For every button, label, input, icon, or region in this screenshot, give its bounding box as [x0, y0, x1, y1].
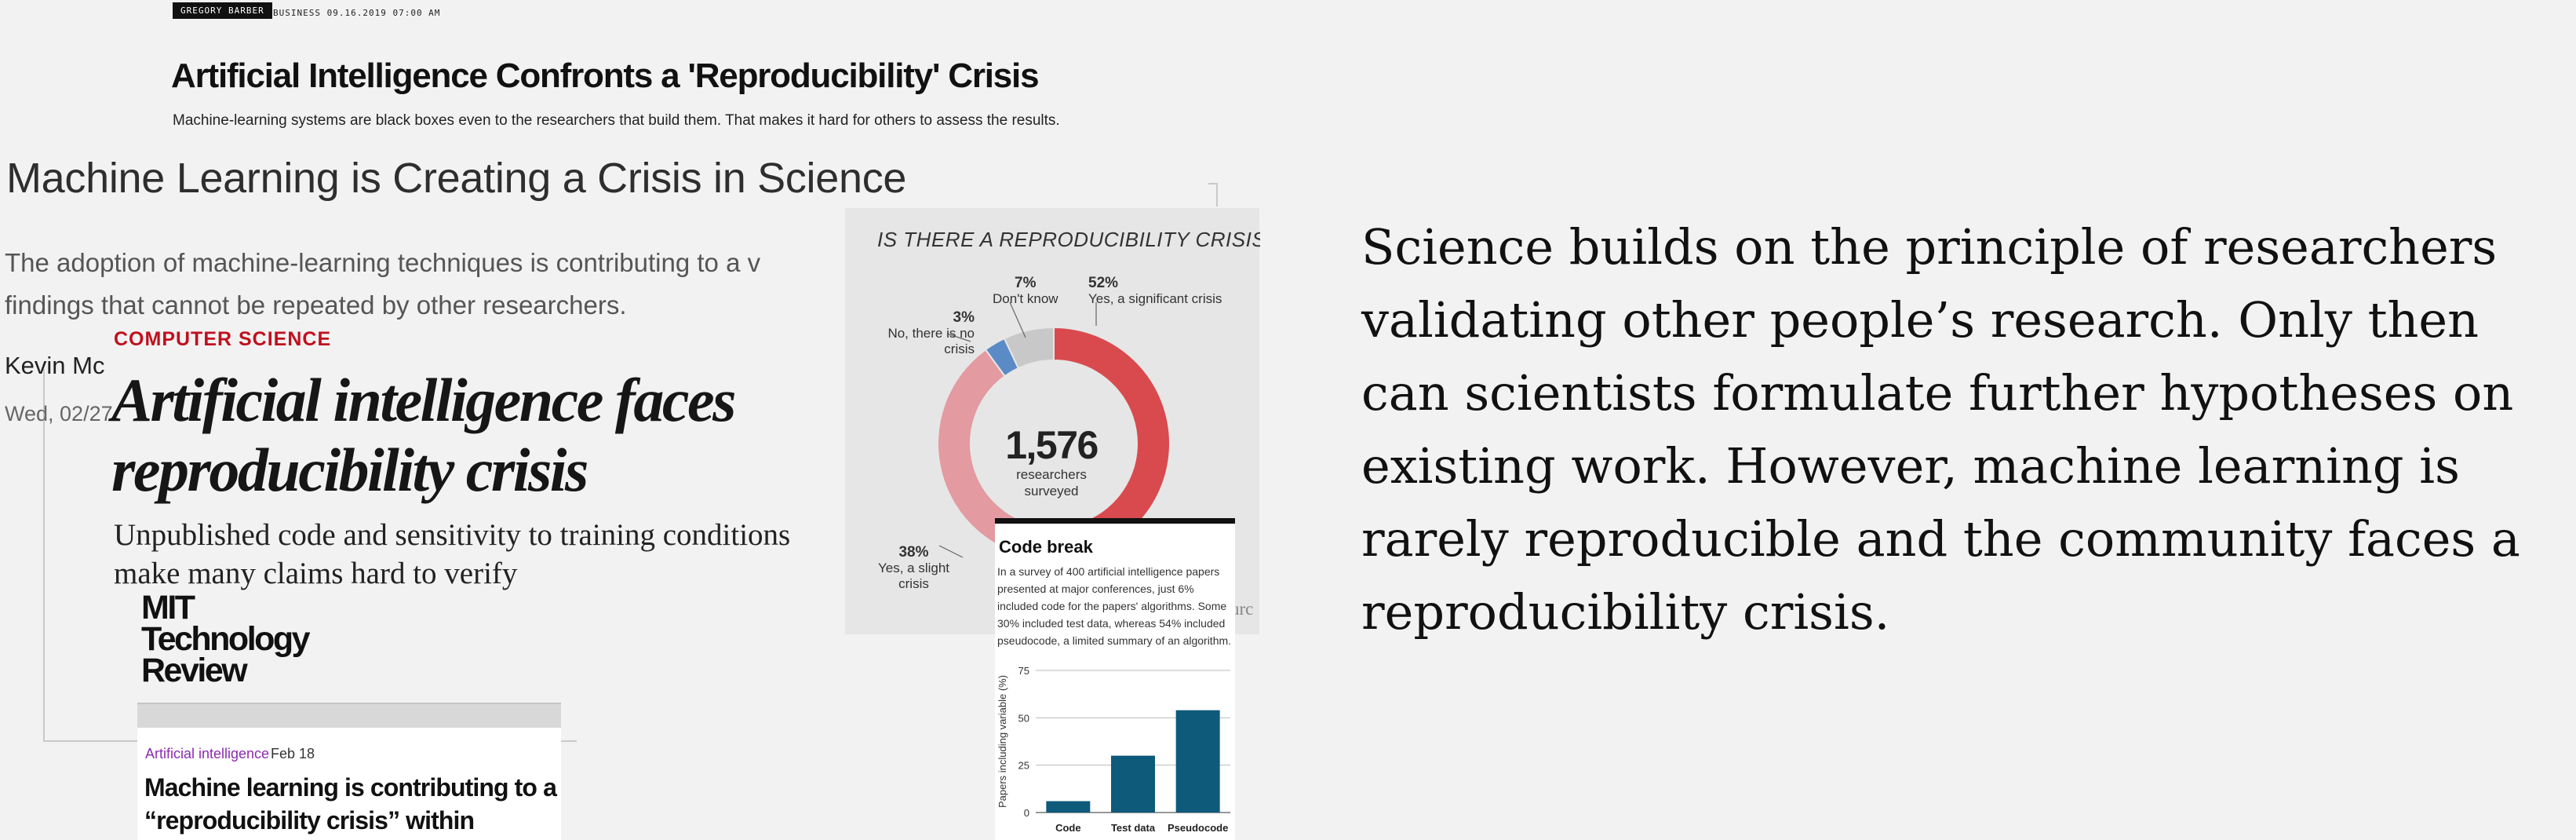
leader-line: [938, 545, 964, 558]
donut-slice: [937, 348, 1044, 560]
leader-line: [1009, 301, 1026, 338]
donut-label-significant: 52% Yes, a significant crisis: [1088, 276, 1222, 307]
code-break-body: In a survey of 400 artificial intelligen…: [997, 565, 1232, 647]
bar: [1111, 755, 1155, 813]
ml-author: Kevin Mc: [5, 352, 105, 379]
donut-pct: 52%: [1088, 275, 1119, 291]
donut-label-no: 3% No, there is no crisis: [880, 310, 975, 357]
code-break-rule: [995, 518, 1235, 524]
bar-chart: 0 25 50 75 Code Test data Pseudocode Papers inc…: [997, 665, 1230, 834]
bar: [1046, 801, 1091, 813]
wired-dek: Machine-learning systems are black boxes…: [173, 112, 1060, 129]
donut-label-text: No, there is no crisis: [887, 326, 975, 356]
bracket-line: [43, 369, 45, 742]
wired-headline: Artificial Intelligence Confronts a 'Rep…: [171, 57, 1040, 95]
y-tick-label: 50: [1018, 712, 1029, 724]
donut-label-text: Yes, a slight crisis: [877, 561, 950, 591]
donut-pct: 38%: [898, 544, 929, 561]
y-tick-label: 25: [1018, 760, 1029, 772]
donut-slice: [1003, 326, 1055, 370]
donut-hole: [972, 362, 1135, 525]
bracket-line: [1208, 183, 1218, 184]
y-axis-label: Papers including variable (%): [997, 675, 1008, 808]
donut-question: IS THERE A REPRODUCIBILITY CRISIS?: [877, 228, 1260, 251]
donut-center: 1,576 researchers surveyed: [973, 424, 1130, 499]
code-break-title: Code break: [999, 537, 1093, 557]
mit-category-tag: Artificial intelligence: [145, 746, 270, 761]
donut-label-text: Don't know: [993, 291, 1058, 306]
wired-author-badge: GREGORY BARBER: [173, 2, 272, 19]
donut-label-dont-know: 7% Don't know: [993, 276, 1058, 307]
donut-label-slight: 38% Yes, a slight crisis: [876, 545, 951, 592]
mit-logo-text: MIT Technology Review: [141, 589, 311, 689]
ml-headline: Machine Learning is Creating a Crisis in…: [6, 155, 907, 202]
ml-date: Wed, 02/27: [5, 402, 113, 425]
y-tick-label: 75: [1018, 665, 1029, 677]
donut-chart: [937, 301, 1171, 561]
wired-meta: BUSINESS 09.16.2019 07:00 AM: [273, 8, 441, 18]
nature-headline: Artificial intelligence faces reproducib…: [111, 366, 737, 504]
donut-label-text: Yes, a significant crisis: [1088, 291, 1222, 306]
mit-divider: [137, 703, 561, 729]
bracket-line: [1216, 183, 1218, 206]
donut-total: 1,576: [1005, 423, 1099, 467]
x-tick-label: Test data: [1111, 822, 1156, 834]
news-collage: GREGORY BARBER BUSINESS 09.16.2019 07:00…: [0, 0, 1260, 840]
main-text: Science builds on the principle of resea…: [1361, 218, 2520, 641]
donut-total-label: researchers surveyed: [1016, 467, 1087, 499]
mit-logo: MIT Technology Review: [141, 589, 314, 689]
donut-pct: 3%: [953, 309, 975, 326]
mit-card: [137, 728, 561, 840]
leader-line: [946, 333, 971, 342]
mit-headline: Machine learning is contributing to a “r…: [144, 773, 557, 840]
nature-kicker: COMPUTER SCIENCE: [114, 328, 332, 350]
x-tick-label: Pseudocode: [1168, 822, 1228, 834]
donut-pct: 7%: [1015, 275, 1037, 291]
y-tick-label: 0: [1024, 807, 1029, 819]
mit-date: Feb 18: [271, 746, 315, 761]
x-tick-label: Code: [1055, 822, 1081, 834]
ml-dek: The adoption of machine-learning techniq…: [5, 248, 761, 320]
bar: [1175, 710, 1220, 813]
nature-dek: Unpublished code and sensitivity to trai…: [114, 518, 791, 590]
